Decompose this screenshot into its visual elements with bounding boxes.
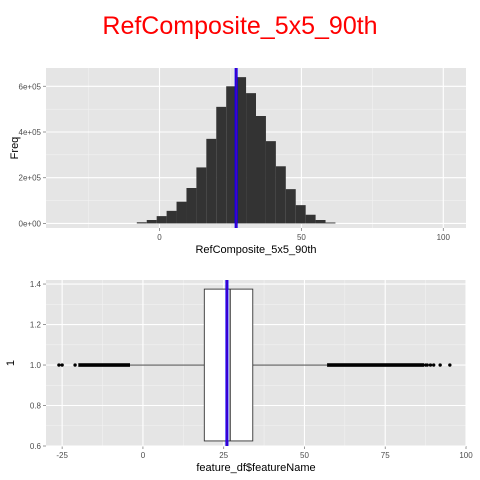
boxplot-x-axis-title: feature_df$featureName [196, 462, 315, 474]
histogram-bar [186, 188, 197, 224]
boxplot-outlier-point [431, 363, 436, 367]
boxplot-outliers-low-band [78, 363, 130, 367]
histogram-bar [315, 220, 326, 224]
histogram-bar [146, 220, 157, 224]
histogram-x-axis-title: RefComposite_5x5_90th [195, 244, 316, 256]
histogram-bar [216, 106, 227, 224]
boxplot-y-tick-label: 1.4 [30, 280, 42, 289]
main-title: RefComposite_5x5_90th [102, 12, 378, 40]
histogram-bar [236, 77, 247, 224]
boxplot-panel-background [46, 280, 466, 446]
boxplot-x-tick-label: 0 [141, 451, 146, 460]
histogram-bar [166, 210, 177, 224]
histogram-bar [136, 222, 147, 224]
boxplot-outlier-point [438, 363, 442, 367]
histogram-bar [226, 86, 237, 224]
histogram-bar [305, 214, 316, 224]
histogram-bar [275, 166, 286, 224]
histogram-x-tick-label: 50 [297, 233, 306, 242]
boxplot-box [203, 288, 254, 442]
histogram-y-tick-label: 2e+05 [19, 174, 42, 183]
boxplot-x-tick-label: 25 [219, 451, 228, 460]
histogram-y-tick-label: 0e+00 [19, 219, 42, 228]
boxplot-x-tick-label: -25 [56, 451, 68, 460]
histogram-bar [295, 205, 306, 224]
histogram-x-tick-label: 100 [437, 233, 451, 242]
boxplot-y-tick-label: 1.2 [30, 321, 42, 330]
boxplot-x-tick-label: 100 [459, 451, 473, 460]
boxplot-outlier-point [60, 363, 64, 367]
histogram-bar [176, 201, 187, 224]
histogram-bar [325, 222, 336, 224]
boxplot-x-tick-label: 50 [300, 451, 309, 460]
boxplot-outlier-point [428, 363, 433, 367]
histogram-y-tick-label: 6e+05 [19, 82, 42, 91]
histogram-bar [256, 116, 266, 224]
histogram-y-axis-title: Freq [9, 137, 21, 160]
boxplot-y-tick-label: 0.8 [30, 402, 42, 411]
boxplot-y-axis-title: 1 [5, 360, 17, 366]
boxplot-x-tick-label: 75 [381, 451, 390, 460]
histogram-bar [285, 189, 296, 224]
boxplot-y-tick-label: 1.0 [30, 361, 42, 370]
histogram-bar [206, 138, 217, 224]
histogram-bar [265, 141, 276, 224]
boxplot-outlier-point [448, 363, 452, 367]
histogram-y-tick-label: 4e+05 [19, 128, 42, 137]
boxplot-y-tick-label: 0.6 [30, 442, 42, 451]
histogram-bar [196, 167, 207, 224]
histogram-bar [156, 216, 167, 224]
boxplot-outliers-high-band [327, 363, 424, 367]
boxplot-outlier-point [57, 363, 61, 367]
histogram-bar [246, 93, 256, 224]
histogram-x-tick-label: 0 [157, 233, 162, 242]
boxplot-outlier-point [73, 363, 77, 367]
boxplot-outlier-point [425, 363, 429, 367]
